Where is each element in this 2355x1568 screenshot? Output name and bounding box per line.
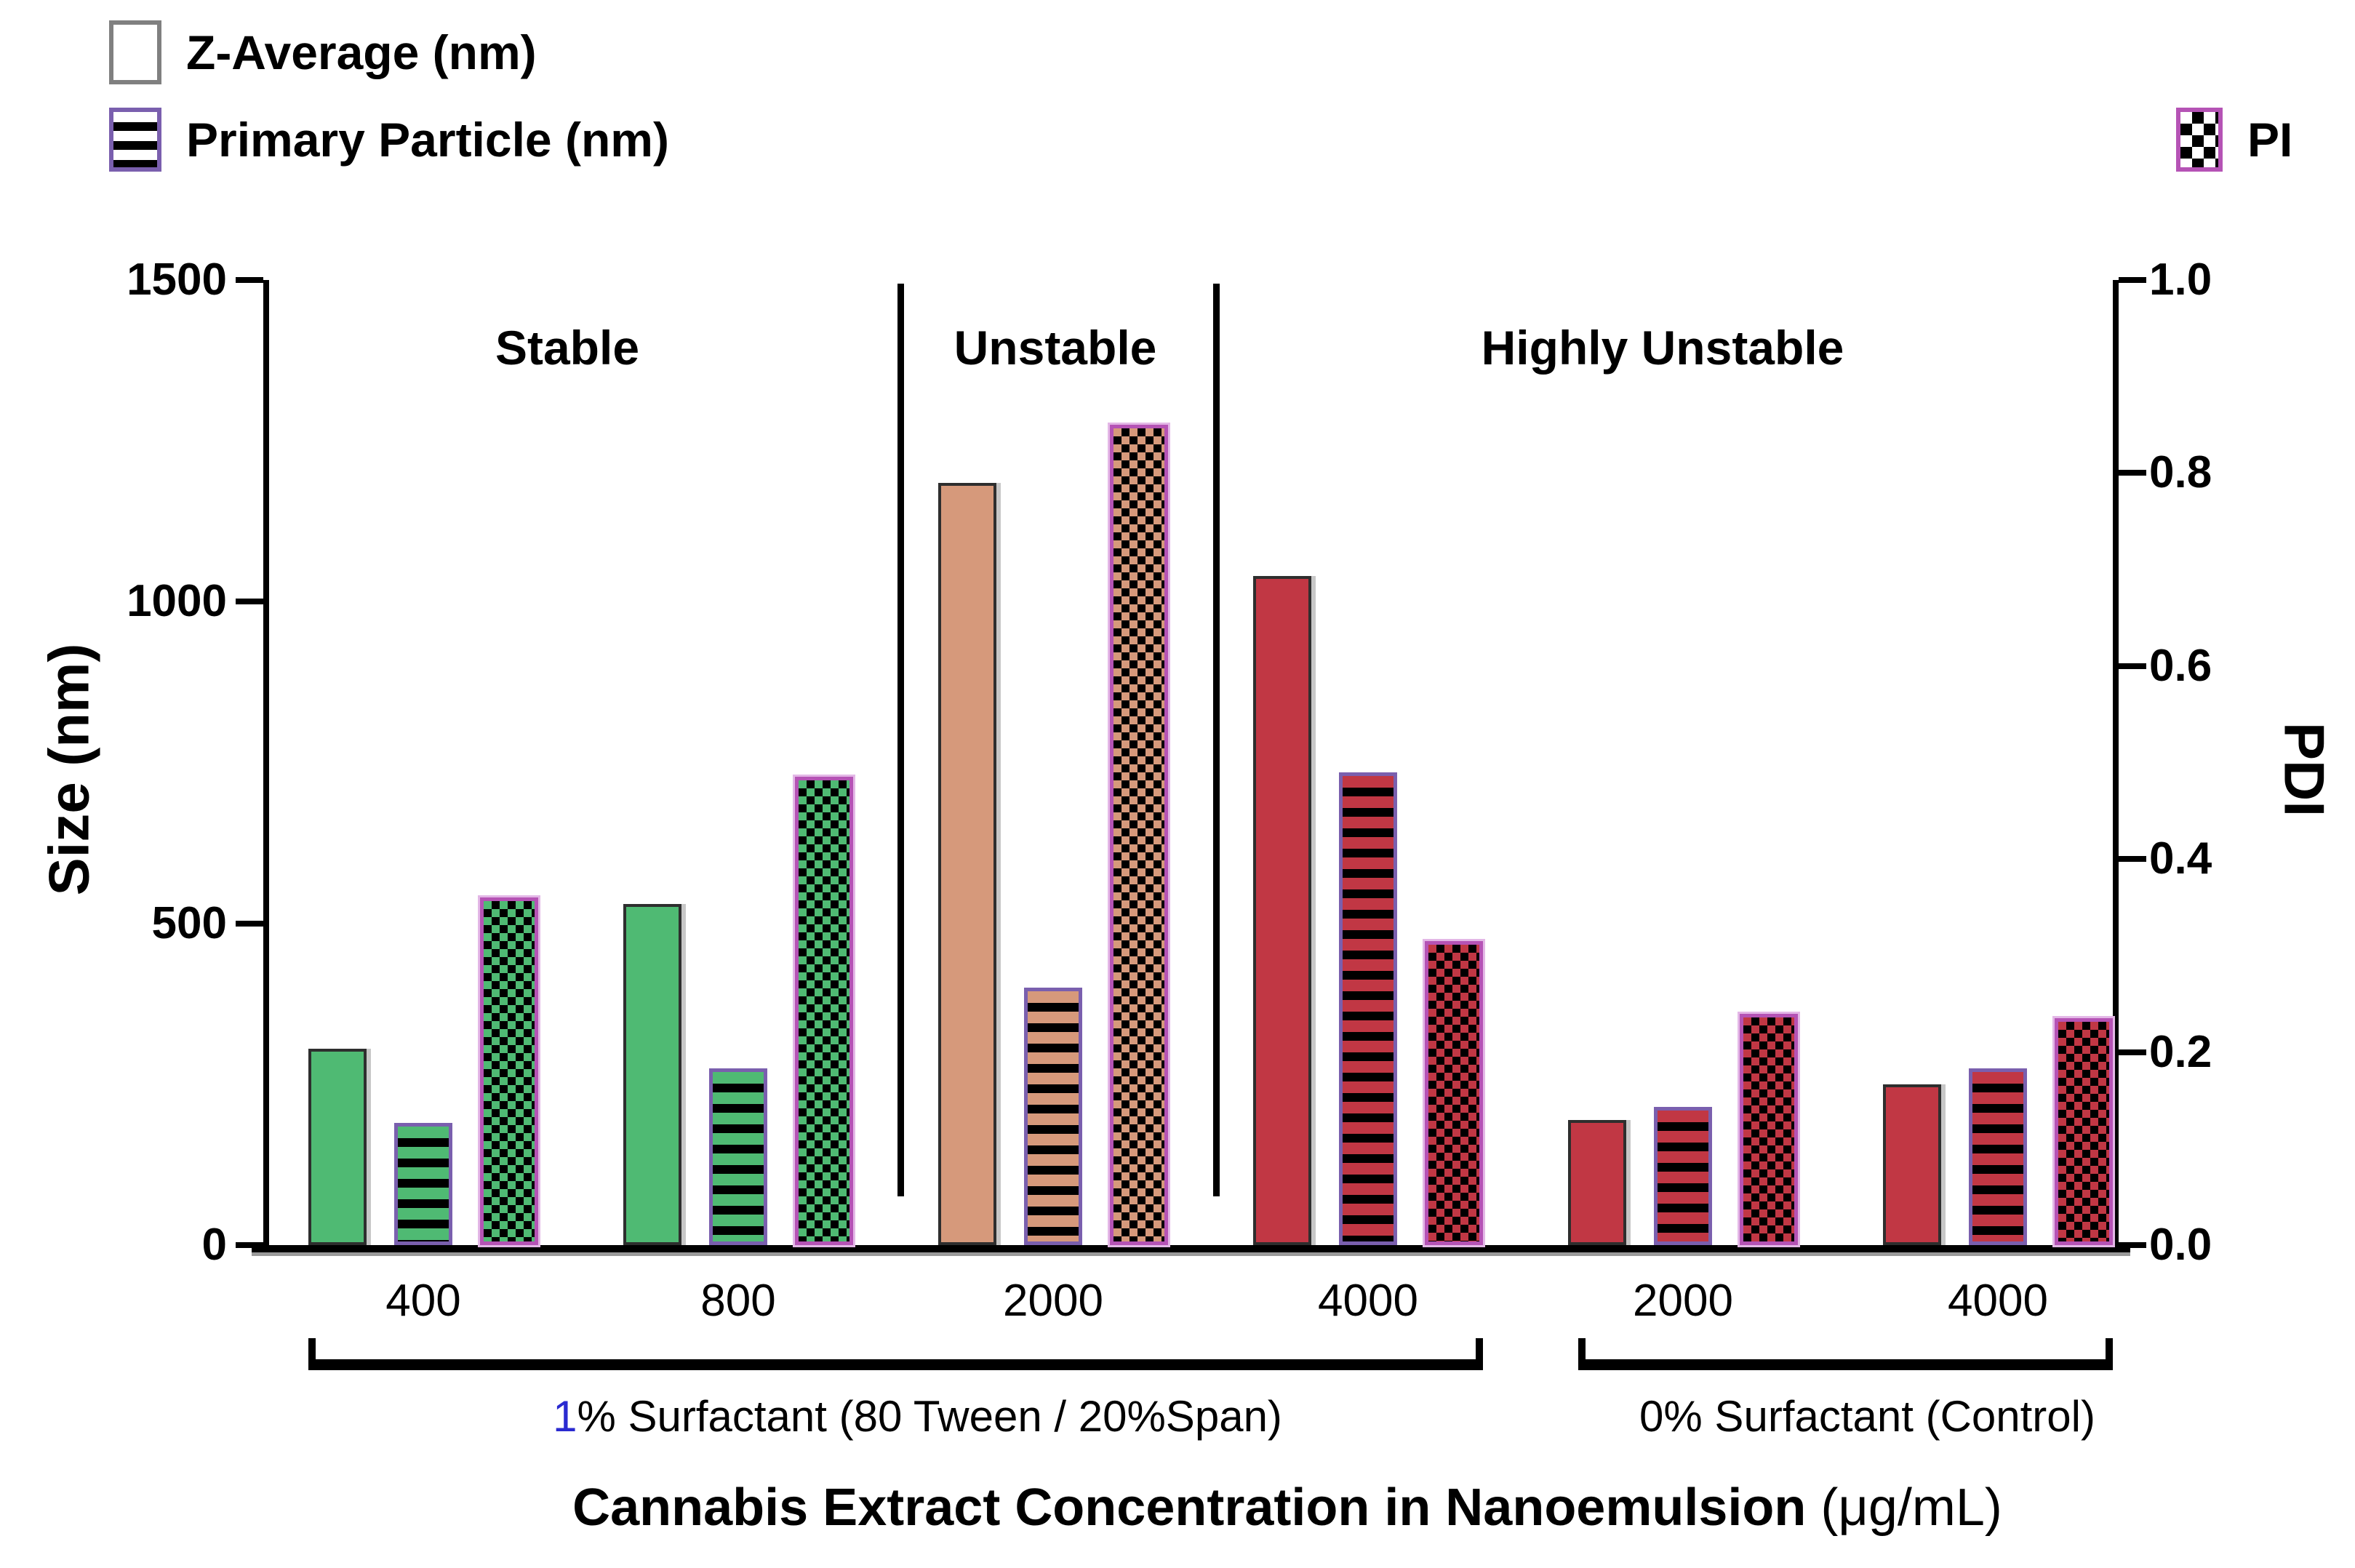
right-axis-tick-label-1.0: 1.0 <box>2149 255 2212 305</box>
primary-particle-legend-label: Primary Particle (nm) <box>186 113 669 167</box>
right-axis-tick-label-0.0: 0.0 <box>2149 1220 2212 1270</box>
legend-item-primary-particle: Primary Particle (nm) <box>109 108 669 172</box>
plot-area: 400 800 2000 4000 2000 4000 Stable Unstable High… <box>127 255 2212 1441</box>
primary-particle-swatch-icon <box>109 108 161 172</box>
bar-pi-2000-g2 <box>1110 425 1168 1245</box>
bar-primary-particle-4000-g3 <box>1339 772 1397 1245</box>
x-group-bracket-1 <box>308 1338 1483 1370</box>
right-axis-tick-label-0.8: 0.8 <box>2149 447 2212 498</box>
pi-legend-label: PI <box>2247 113 2293 167</box>
bar-pi-2000-g4 <box>1740 1013 1798 1245</box>
bar-pi-400-g0 <box>480 897 538 1245</box>
z-average-legend-label: Z-Average (nm) <box>186 25 537 79</box>
left-axis-spine <box>263 280 269 1245</box>
right-axis-tick-label-0.6: 0.6 <box>2149 640 2212 691</box>
bar-z-average-800-g1 <box>623 904 681 1245</box>
left-axis-tick-1500 <box>236 277 263 283</box>
right-axis-tick-1.0 <box>2119 277 2146 283</box>
legend-item-pi: PI <box>2176 108 2292 172</box>
bar-z-average-400-g0 <box>308 1049 367 1245</box>
right-axis-spine <box>2113 280 2119 1245</box>
left-axis-tick-1000 <box>236 599 263 605</box>
x-axis-spine-shadow <box>252 1252 2130 1256</box>
left-axis-tick-label-0: 0 <box>201 1220 227 1270</box>
x-tick-label-4000-g3: 4000 <box>1318 1276 1418 1326</box>
bar-primary-particle-400-g0 <box>394 1122 452 1245</box>
bar-z-average-2000-g2 <box>938 482 996 1245</box>
left-axis-tick-label-1000: 1000 <box>127 576 227 627</box>
x-group-bracket-2 <box>1578 1338 2113 1370</box>
left-axis-tick-label-500: 500 <box>151 897 227 948</box>
left-axis-title: Size (nm) <box>36 643 101 896</box>
x-axis-title-main: Cannabis Extract Concentration in Nanoem… <box>572 1479 1807 1537</box>
right-axis-title: PDI <box>2272 721 2337 817</box>
bar-primary-particle-4000-g5 <box>1969 1068 2027 1245</box>
right-axis-tick-0.0 <box>2119 1242 2146 1248</box>
right-axis-tick-label-0.4: 0.4 <box>2149 833 2212 884</box>
x-tick-label-800-g1: 800 <box>700 1276 776 1326</box>
x-group-bracket-label-1: 1% Surfactant (80 Tween / 20%Span) <box>553 1392 1282 1441</box>
right-axis-tick-0.4 <box>2119 856 2146 863</box>
bar-pi-4000-g3 <box>1425 941 1483 1245</box>
right-axis-tick-0.8 <box>2119 470 2146 476</box>
bar-pi-800-g1 <box>795 777 853 1245</box>
x-tick-label-400-g0: 400 <box>385 1276 461 1326</box>
bar-z-average-2000-g4 <box>1568 1119 1626 1245</box>
left-axis-tick-label-1500: 1500 <box>127 255 227 305</box>
x-axis-spine <box>252 1245 2130 1252</box>
right-axis-tick-0.6 <box>2119 663 2146 669</box>
right-axis-tick-label-0.2: 0.2 <box>2149 1026 2212 1077</box>
z-average-swatch-icon <box>109 20 161 84</box>
bar-primary-particle-2000-g4 <box>1654 1106 1712 1245</box>
bar-primary-particle-800-g1 <box>709 1068 767 1245</box>
bar-pi-4000-g5 <box>2055 1018 2113 1245</box>
bar-z-average-4000-g3 <box>1253 575 1311 1245</box>
region-label-highly-unstable: Highly Unstable <box>1481 321 1844 375</box>
pi-swatch-icon <box>2176 108 2223 172</box>
region-divider-1 <box>897 284 904 1196</box>
x-tick-label-2000-g2: 2000 <box>1003 1276 1103 1326</box>
region-divider-2 <box>1213 284 1220 1196</box>
region-label-stable: Stable <box>495 321 640 375</box>
bar-primary-particle-2000-g2 <box>1024 988 1082 1245</box>
bar-z-average-4000-g5 <box>1883 1084 1941 1245</box>
x-axis-title-unit: (μg/mL) <box>1806 1479 2002 1537</box>
legend-item-z-average: Z-Average (nm) <box>109 20 537 84</box>
x-axis-title: Cannabis Extract Concentration in Nanoem… <box>572 1478 2002 1537</box>
right-axis-tick-0.2 <box>2119 1049 2146 1055</box>
x-group-bracket-label-2: 0% Surfactant (Control) <box>1639 1392 2095 1441</box>
x-tick-label-2000-g4: 2000 <box>1633 1276 1733 1326</box>
x-tick-label-4000-g5: 4000 <box>1948 1276 2048 1326</box>
region-label-unstable: Unstable <box>953 321 1157 375</box>
left-axis-tick-500 <box>236 920 263 927</box>
left-axis-tick-0 <box>236 1242 263 1248</box>
